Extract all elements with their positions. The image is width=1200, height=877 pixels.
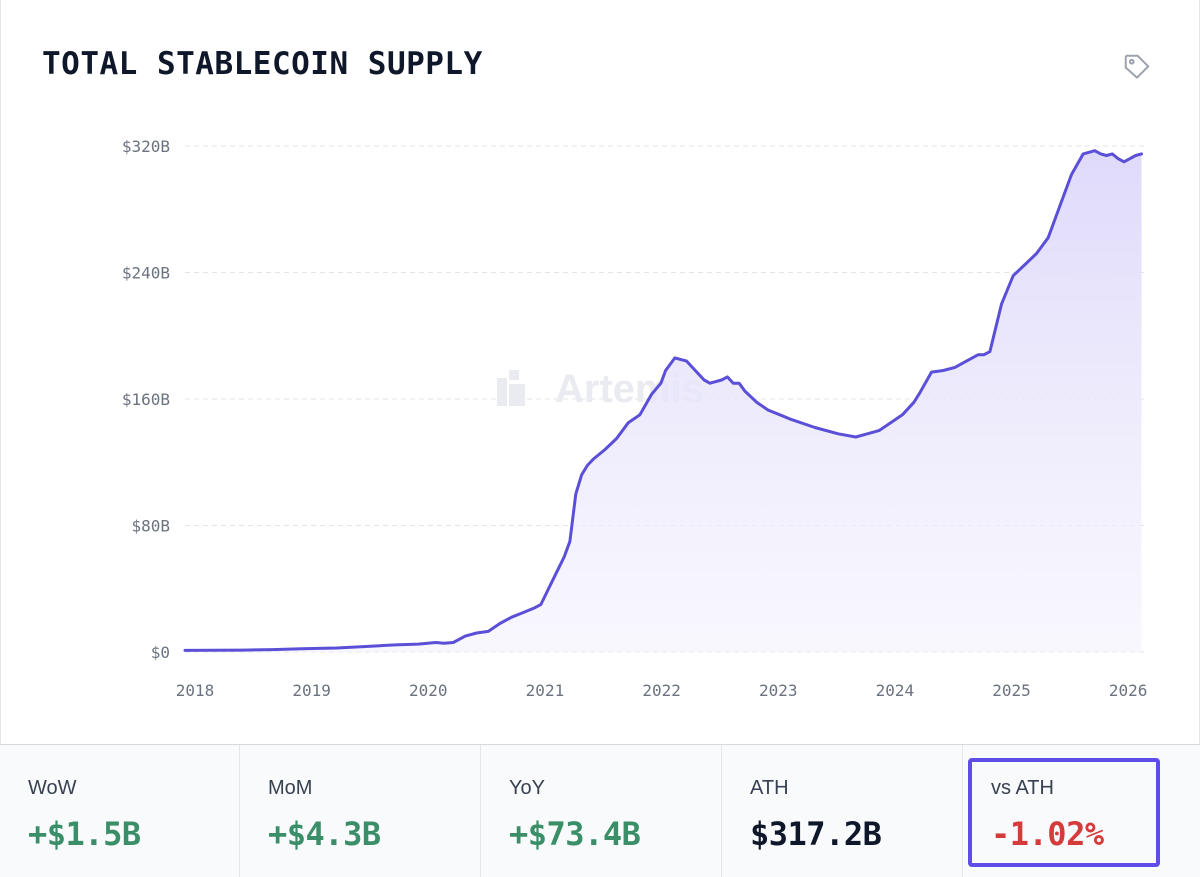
x-tick-label: 2022 xyxy=(642,681,681,700)
x-tick-label: 2018 xyxy=(176,681,215,700)
stat-label: YoY xyxy=(509,777,545,799)
stat-label: WoW xyxy=(28,777,77,799)
stat-label: ATH xyxy=(750,777,789,799)
y-tick-label: $320B xyxy=(122,137,170,156)
supply-area-fill xyxy=(185,150,1142,652)
y-axis-ticks: $0 $80B $160B $240B $320B xyxy=(122,137,170,662)
y-tick-label: $160B xyxy=(122,390,170,409)
vs-ath-highlight-box xyxy=(968,758,1160,867)
stat-label: MoM xyxy=(268,777,313,799)
x-tick-label: 2025 xyxy=(992,681,1031,700)
stat-mom: MoM +$4.3B xyxy=(240,745,480,877)
stat-divider xyxy=(480,745,481,877)
stat-divider xyxy=(239,745,240,877)
stat-wow: WoW +$1.5B xyxy=(0,745,240,877)
x-tick-label: 2020 xyxy=(409,681,448,700)
x-axis-ticks: 2018 2019 2020 2021 2022 2023 2024 2025 2026 xyxy=(176,681,1148,700)
supply-line xyxy=(183,149,1143,652)
stats-bar: WoW +$1.5B MoM +$4.3B YoY +$73.4B ATH $3… xyxy=(0,744,1200,877)
y-tick-label: $80B xyxy=(131,517,170,536)
y-tick-label: $0 xyxy=(151,643,170,662)
stat-label: vs ATH xyxy=(991,777,1054,799)
stat-ath: ATH $317.2B xyxy=(722,745,962,877)
stat-value: +$1.5B xyxy=(28,815,141,853)
stat-vs-ath: vs ATH -1.02% xyxy=(963,745,1200,877)
stat-value: +$73.4B xyxy=(509,815,641,853)
stat-value: +$4.3B xyxy=(268,815,381,853)
x-tick-label: 2024 xyxy=(876,681,915,700)
chart-title: TOTAL STABLECOIN SUPPLY xyxy=(42,46,483,82)
tag-icon[interactable] xyxy=(1122,52,1152,82)
stat-divider xyxy=(721,745,722,877)
x-tick-label: 2021 xyxy=(526,681,565,700)
x-tick-label: 2026 xyxy=(1109,681,1148,700)
stat-value: $317.2B xyxy=(750,815,882,853)
x-tick-label: 2023 xyxy=(759,681,798,700)
x-tick-label: 2019 xyxy=(292,681,331,700)
stat-yoy: YoY +$73.4B xyxy=(481,745,721,877)
y-tick-label: $240B xyxy=(122,264,170,283)
stablecoin-supply-chart: Artemis $0$80B$160B$240B$320B 2018 2019 20… xyxy=(122,137,1148,700)
stat-value: -1.02% xyxy=(991,815,1104,853)
stat-divider xyxy=(962,745,963,877)
